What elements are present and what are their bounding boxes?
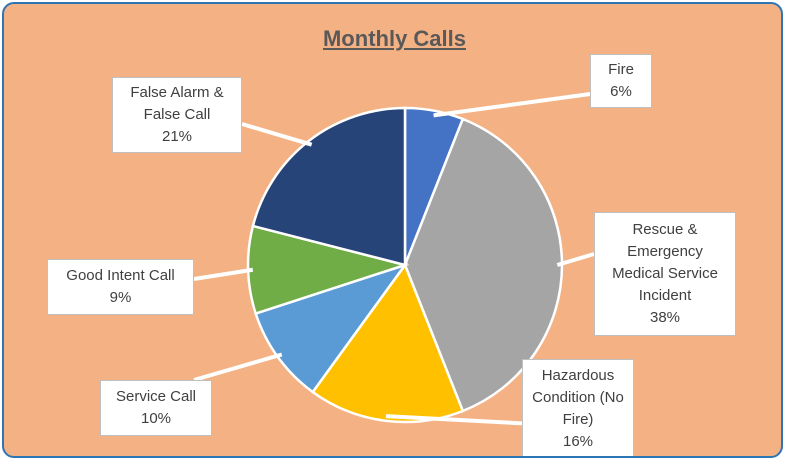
category-label: Fire xyxy=(608,61,634,78)
pie-slice xyxy=(251,106,407,267)
data-label: Rescue & Emergency Medical Service Incid… xyxy=(594,212,736,336)
data-label: Hazardous Condition (No Fire) 16% xyxy=(522,359,634,456)
chart-area: Monthly Calls Fire 6% Rescue & Emergency M… xyxy=(2,2,783,458)
category-label: Rescue & Emergency Medical Service Incid… xyxy=(612,221,718,304)
category-label: Service Call xyxy=(115,388,197,405)
value-label: 38% xyxy=(649,309,681,326)
data-label: False Alarm & False Call 21% xyxy=(112,77,242,153)
data-label: Good Intent Call 9% xyxy=(47,259,194,315)
chart xyxy=(193,92,595,426)
value-label: 16% xyxy=(562,433,594,450)
leader-line xyxy=(193,267,254,281)
data-label: Service Call 10% xyxy=(100,380,212,436)
leader-line xyxy=(193,352,283,382)
pie-slice xyxy=(310,262,465,424)
value-label: 6% xyxy=(610,83,632,100)
category-label: False Alarm & False Call xyxy=(130,84,224,123)
value-label: 10% xyxy=(140,410,172,427)
leader-line xyxy=(385,414,535,426)
leader-line xyxy=(433,92,591,118)
data-label: Fire 6% xyxy=(590,54,652,108)
category-label: Good Intent Call xyxy=(66,267,175,284)
leader-line xyxy=(241,122,313,147)
category-label: Hazardous Condition (No Fire) xyxy=(532,367,624,428)
value-label: 9% xyxy=(109,289,132,306)
chart-title: Monthly Calls xyxy=(322,26,466,51)
value-label: 21% xyxy=(161,128,193,145)
leader-line xyxy=(556,252,595,267)
